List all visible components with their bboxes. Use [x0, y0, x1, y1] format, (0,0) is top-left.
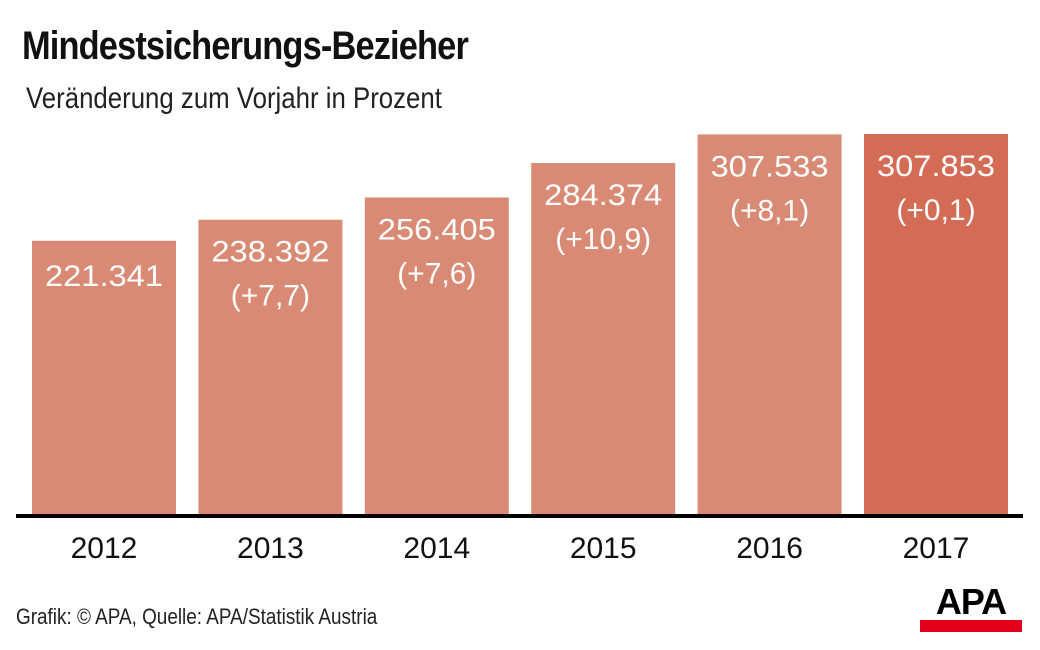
source-note: Grafik: © APA, Quelle: APA/Statistik Aus…: [16, 604, 378, 629]
value-label-2013: 238.392: [211, 236, 329, 269]
x-tick-2014: 2014: [403, 532, 470, 565]
chart-subtitle: Veränderung zum Vorjahr in Prozent: [26, 82, 442, 115]
bar-2014: [364, 197, 509, 514]
bar-2016: [697, 134, 842, 514]
change-label-2014: (+7,6): [397, 258, 476, 291]
x-tick-2017: 2017: [903, 532, 970, 565]
change-label-2017: (+0,1): [896, 194, 975, 227]
value-label-2016: 307.533: [711, 150, 829, 183]
bar-2017: [864, 134, 1008, 514]
x-tick-2012: 2012: [71, 532, 138, 565]
change-label-2015: (+10,9): [555, 223, 651, 256]
bar-2013: [198, 219, 343, 514]
chart-title: Mindestsicherungs-Bezieher: [22, 24, 469, 68]
value-label-2017: 307.853: [877, 150, 995, 183]
x-tick-2016: 2016: [736, 532, 803, 565]
x-tick-2015: 2015: [570, 532, 637, 565]
change-label-2013: (+7,7): [231, 280, 310, 313]
apa-logo: APA: [920, 584, 1022, 633]
bar-2015: [531, 162, 676, 514]
value-label-2012: 221.341: [45, 260, 163, 293]
bar-2012: [32, 240, 176, 514]
value-label-2014: 256.405: [378, 214, 496, 247]
bar-chart: 221.341 238.392 (+7,7) 256.405 (+7,6) 284.374…: [16, 134, 1023, 565]
apa-logo-bar: [920, 620, 1022, 632]
x-tick-labels: 2012 2013 2014 2015 2016 2017: [71, 532, 970, 565]
x-tick-2013: 2013: [237, 532, 304, 565]
bars-group: 221.341 238.392 (+7,7) 256.405 (+7,6) 284.374…: [32, 134, 1008, 514]
apa-logo-text: APA: [935, 581, 1007, 622]
value-label-2015: 284.374: [544, 179, 662, 212]
change-label-2016: (+8,1): [730, 194, 809, 227]
